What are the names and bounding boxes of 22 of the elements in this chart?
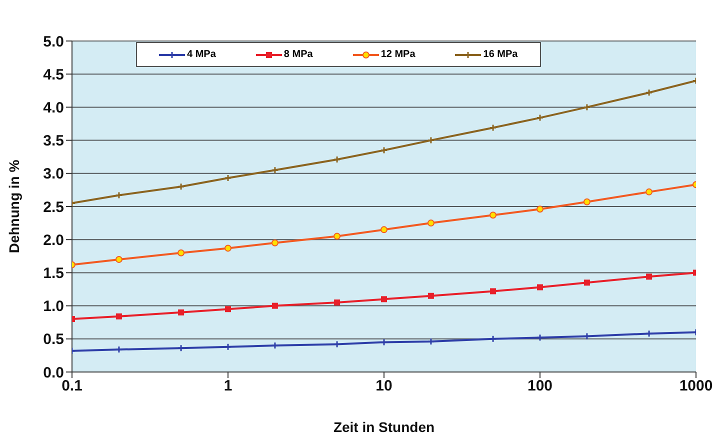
x-tick-label: 1000 — [679, 378, 713, 395]
y-tick-label: 2.0 — [43, 232, 64, 249]
y-tick-label: 1.5 — [43, 265, 64, 282]
y-tick-label: 2.5 — [43, 198, 64, 216]
x-tick-label: 1 — [224, 378, 232, 395]
legend-label: 8 MPa — [282, 49, 313, 60]
y-tick-label: 0.0 — [43, 364, 64, 382]
y-tick-label: 1.0 — [43, 298, 64, 316]
y-tick-label: 4.0 — [43, 100, 64, 117]
x-tick-label: 10 — [376, 378, 392, 395]
y-tick-label: 3.0 — [43, 166, 64, 183]
y-tick-label: 4.5 — [43, 66, 64, 84]
y-tick-label: 3.5 — [43, 132, 64, 150]
x-tick-label: 100 — [527, 378, 553, 395]
y-tick-label: 0.5 — [43, 331, 64, 348]
x-tick-label: 0.1 — [62, 378, 82, 395]
legend-label: 12 MPa — [380, 49, 416, 60]
y-axis-title: Dehnung in % — [6, 159, 22, 254]
legend-label: 4 MPa — [186, 49, 216, 60]
x-axis-title: Zeit in Stunden — [333, 419, 435, 435]
legend-label: 16 MPa — [482, 49, 518, 60]
y-tick-label: 5.0 — [43, 33, 64, 50]
